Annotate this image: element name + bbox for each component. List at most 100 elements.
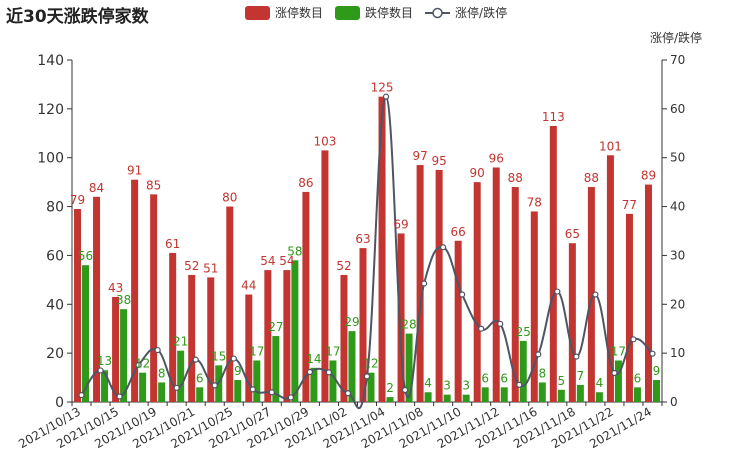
ratio-point [249, 386, 256, 393]
legend: 涨停数目 跌停数目 涨停/跌停 [245, 4, 519, 21]
data-label-limit-down: 17 [249, 344, 264, 358]
y2-tick-label: 30 [670, 248, 685, 262]
bar-limit-down [500, 387, 508, 402]
data-label-limit-down: 13 [97, 354, 112, 368]
data-label-limit-down: 3 [462, 379, 470, 393]
bar-limit-up [378, 96, 386, 403]
y2-axis-label: 涨停/跌停 [650, 30, 702, 45]
y-tick-label: 140 [37, 53, 64, 69]
y2-tick-label: 70 [670, 53, 685, 67]
ratio-point [211, 382, 218, 389]
data-label-limit-up: 54 [279, 254, 294, 268]
bar-limit-down [253, 360, 261, 402]
bar-limit-down [538, 382, 546, 402]
data-label-limit-up: 84 [89, 181, 104, 195]
bar-limit-up [625, 213, 633, 402]
bar-limit-down [158, 382, 166, 402]
ratio-point [154, 346, 161, 354]
bar-limit-up [340, 274, 348, 402]
bar-limit-up [169, 252, 177, 402]
data-label-limit-down: 12 [363, 357, 378, 371]
bar-limit-up [606, 155, 614, 402]
legend-swatch-limit-up [245, 5, 270, 20]
bar-limit-down [291, 260, 299, 402]
bar-limit-up [492, 167, 500, 402]
bar-limit-down [101, 370, 109, 402]
ratio-point [116, 393, 123, 400]
data-label-limit-down: 6 [481, 371, 489, 385]
bar-limit-down [367, 372, 375, 402]
y-tick-label: 80 [46, 200, 64, 216]
data-label-limit-down: 21 [173, 335, 188, 349]
legend-item-ratio[interactable]: 涨停/跌停 [425, 4, 507, 21]
ratio-point [554, 288, 561, 295]
data-label-limit-down: 9 [234, 364, 242, 378]
y-tick-label: 120 [37, 102, 64, 118]
data-label-limit-down: 6 [634, 371, 642, 385]
ratio-point [325, 369, 333, 376]
ratio-point [611, 369, 618, 377]
data-label-limit-down: 25 [516, 325, 531, 339]
data-label-limit-up: 43 [108, 281, 123, 295]
y-tick-label: 20 [46, 346, 64, 362]
bar-limit-up [397, 233, 405, 402]
ratio-point [173, 384, 180, 391]
bar-limit-down [329, 360, 337, 402]
data-label-limit-up: 80 [222, 191, 237, 205]
legend-item-limit-up[interactable]: 涨停数目 [245, 4, 323, 21]
y2-tick-label: 40 [670, 200, 685, 214]
bar-limit-up [245, 294, 253, 402]
legend-item-limit-down[interactable]: 跌停数目 [335, 4, 413, 21]
ratio-point [135, 361, 142, 369]
y-tick-label: 0 [55, 395, 64, 411]
bar-limit-down [405, 333, 413, 402]
bar-limit-down [196, 387, 204, 402]
data-label-limit-up: 97 [412, 149, 427, 163]
y-tick-label: 60 [46, 248, 64, 264]
ratio-point [78, 392, 85, 399]
bar-limit-up [188, 274, 196, 402]
data-label-limit-up: 79 [70, 193, 85, 207]
legend-label-ratio: 涨停/跌停 [455, 6, 508, 20]
ratio-point [287, 394, 294, 401]
data-label-limit-down: 56 [78, 249, 93, 263]
legend-label-limit-down: 跌停数目 [365, 6, 414, 20]
bar-limit-down [614, 360, 622, 402]
data-label-limit-down: 28 [401, 318, 416, 332]
data-label-limit-up: 66 [451, 225, 466, 239]
data-label-limit-up: 95 [431, 154, 446, 168]
y2-tick-label: 20 [670, 297, 685, 311]
bar-limit-up [207, 277, 215, 402]
y2-tick-label: 0 [670, 395, 678, 409]
data-label-limit-down: 29 [344, 315, 359, 329]
bar-limit-up [74, 209, 82, 402]
ratio-point [497, 320, 504, 327]
data-label-limit-up: 51 [203, 261, 218, 275]
bar-limit-down [348, 331, 356, 402]
legend-line-ratio-icon [425, 7, 451, 18]
bar-limit-up [530, 211, 538, 402]
data-label-limit-up: 77 [622, 198, 637, 212]
data-label-limit-up: 88 [508, 171, 523, 185]
data-label-limit-down: 17 [325, 344, 340, 358]
ratio-point [192, 356, 199, 363]
bar-limit-up [226, 206, 234, 402]
bar-limit-up [359, 248, 367, 402]
data-label-limit-down: 2 [386, 381, 394, 395]
bar-limit-down [82, 265, 90, 402]
data-label-limit-up: 52 [336, 259, 351, 273]
data-label-limit-up: 69 [393, 217, 408, 231]
bar-limit-down [595, 392, 603, 402]
data-label-limit-up: 96 [489, 151, 504, 165]
bar-limit-up [473, 182, 481, 402]
data-label-limit-down: 8 [158, 366, 166, 380]
legend-label-limit-up: 涨停数目 [275, 6, 324, 20]
data-label-limit-up: 44 [241, 279, 256, 293]
bar-limit-down [386, 397, 394, 402]
bar-limit-up [150, 194, 158, 402]
bar-limit-up [321, 150, 329, 402]
data-label-limit-down: 8 [538, 366, 546, 380]
data-label-limit-up: 63 [355, 232, 370, 246]
